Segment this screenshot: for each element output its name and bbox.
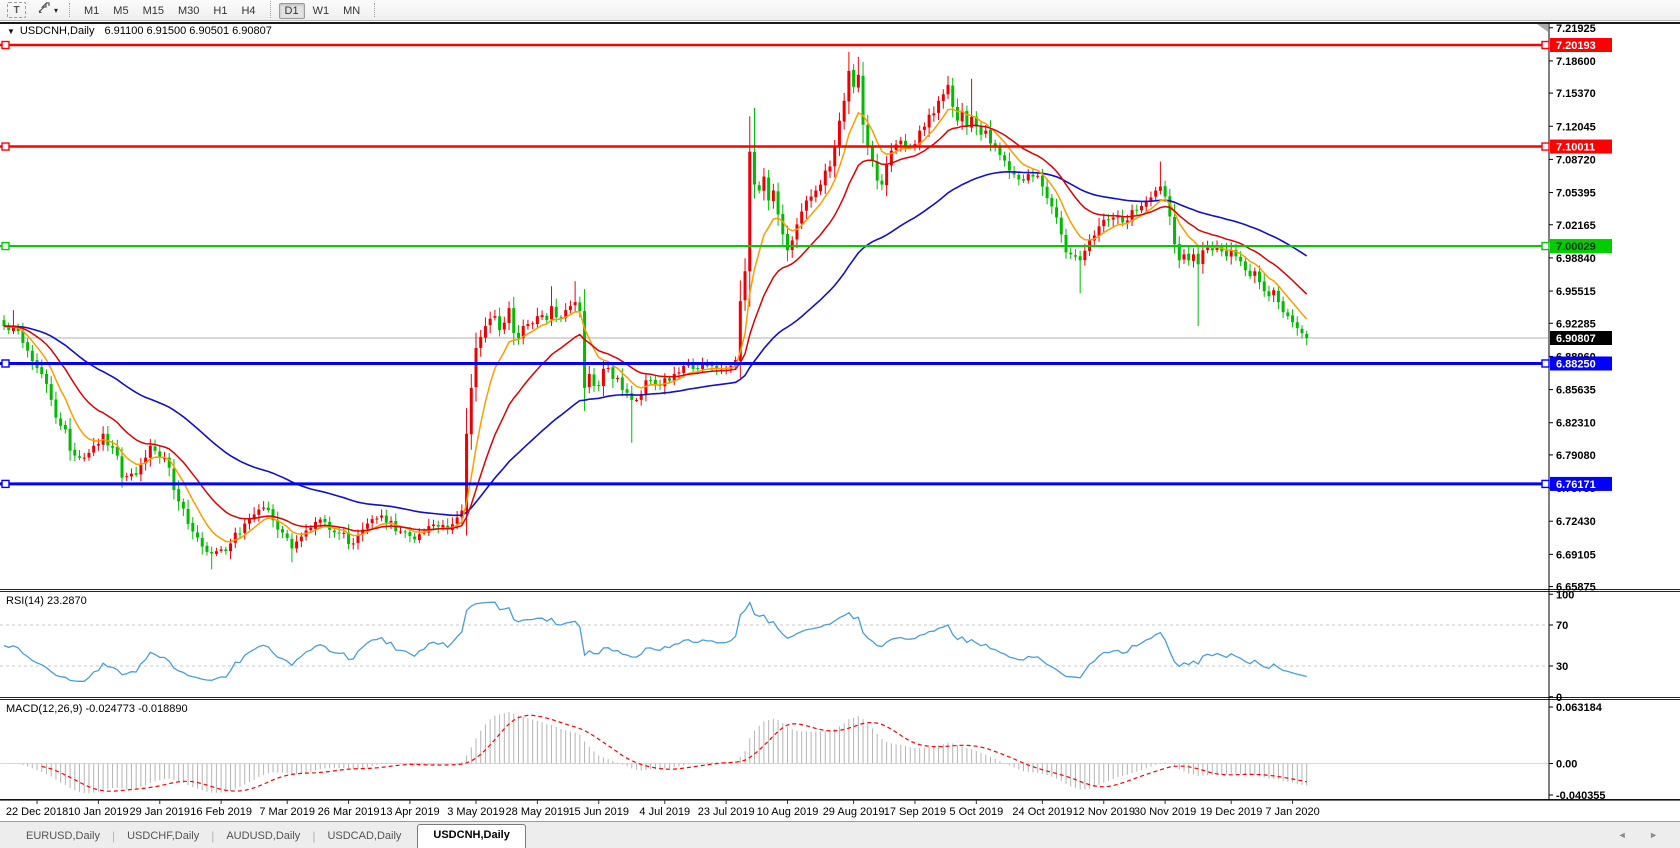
date-label: 29 Jan 2019 [129,806,190,818]
svg-text:100: 100 [1556,589,1574,601]
date-label: 10 Aug 2019 [757,806,819,818]
svg-text:70: 70 [1556,620,1568,632]
timeframe-button-mn[interactable]: MN [343,5,361,17]
timeframe-button-h1[interactable]: H1 [213,5,228,17]
date-label: 26 Mar 2019 [318,806,380,818]
toolbar-separator [269,1,271,18]
svg-text:6.72430: 6.72430 [1556,516,1596,528]
svg-text:7.15370: 7.15370 [1556,88,1596,100]
date-label: 3 May 2019 [447,806,504,818]
hline-handle[interactable] [1,241,10,251]
tab-scroll-left-icon[interactable]: ◄ [1617,830,1637,840]
svg-text:-0.040355: -0.040355 [1556,790,1606,802]
hline-handle[interactable] [1541,479,1550,489]
timeframe-button-d1[interactable]: D1 [278,3,305,19]
svg-text:7.00029: 7.00029 [1556,241,1596,253]
svg-text:7.02165: 7.02165 [1556,220,1596,232]
date-label: 15 Jun 2019 [568,806,629,818]
date-label: 29 Aug 2019 [823,806,885,818]
date-label: 28 May 2019 [506,806,570,818]
svg-text:6.92285: 6.92285 [1556,318,1596,330]
tab-separator: | [312,829,316,843]
svg-text:7.12045: 7.12045 [1556,121,1596,133]
date-label: 23 Jul 2019 [698,806,755,818]
chart-title: ▼ USDCNH,Daily 6.91100 6.91500 6.90501 6… [7,25,272,37]
svg-text:7.08720: 7.08720 [1556,154,1596,166]
svg-text:7.10011: 7.10011 [1556,142,1595,154]
cursor-tool-icon [37,1,51,19]
date-label: 24 Oct 2019 [1012,806,1072,818]
date-label: 30 Nov 2019 [1134,806,1196,818]
hline-handle[interactable] [1541,241,1550,251]
toolbar-separator [374,3,376,17]
toolbar-separator [69,3,71,17]
svg-text:6.82310: 6.82310 [1556,418,1596,430]
timeframe-buttons: M1 M5 M15 M30 H1 H4 D1 W1 MN [77,1,367,19]
tab-usdcad-daily[interactable]: USDCAD,Daily [327,830,402,842]
toolbar: T ▾ M1 M5 M15 M30 H1 H4 D1 W1 MN [0,0,1680,21]
svg-text:6.85635: 6.85635 [1556,385,1596,397]
timeframe-button-m5[interactable]: M5 [113,5,129,17]
tab-separator: | [111,829,116,843]
date-label: 16 Feb 2019 [190,806,252,818]
timeframe-button-m30[interactable]: M30 [177,5,200,17]
date-label: 19 Dec 2019 [1200,806,1262,818]
cursor-tool-button[interactable]: ▾ [33,1,62,19]
macd-label: MACD(12,26,9) -0.024773 -0.018890 [6,703,188,715]
date-label: 17 Sep 2019 [884,806,946,818]
svg-text:6.95515: 6.95515 [1556,286,1596,298]
svg-text:7.05395: 7.05395 [1556,188,1596,200]
symbol-label: USDCNH,Daily [19,25,95,37]
hline-handle[interactable] [1541,359,1550,368]
date-label: 5 Oct 2019 [949,806,1003,818]
ohlc-values: 6.91100 6.91500 6.90501 6.90807 [104,25,272,37]
svg-text:6.88250: 6.88250 [1556,358,1596,370]
chevron-down-icon: ▾ [54,5,59,15]
date-label: 12 Nov 2019 [1073,806,1135,818]
collapse-arrow-icon[interactable]: ▼ [7,26,15,36]
hline-handle[interactable] [1541,40,1550,50]
tab-scroll-arrows: ◄ ► [1618,830,1668,840]
svg-text:0.00: 0.00 [1556,759,1577,771]
timeframe-button-m1[interactable]: M1 [84,5,100,17]
tab-audusd-daily[interactable]: AUDUSD,Daily [226,830,301,842]
svg-text:6.65875: 6.65875 [1556,582,1596,594]
svg-text:7.18600: 7.18600 [1556,56,1596,68]
date-label: 7 Mar 2019 [259,806,315,818]
hline-handle[interactable] [1541,142,1550,151]
date-label: 7 Jan 2020 [1265,806,1319,818]
hline-handle[interactable] [1,359,10,368]
tab-usdchf-daily[interactable]: USDCHF,Daily [127,830,200,842]
svg-text:30: 30 [1556,661,1568,673]
text-tool-button[interactable]: T [7,2,26,18]
svg-text:6.76171: 6.76171 [1556,479,1596,491]
svg-text:6.69105: 6.69105 [1556,549,1596,561]
chart-canvas[interactable]: 7.21925 7.18600 7.15370 7.12045 7.08720 7.053… [0,0,1680,824]
svg-text:7.20193: 7.20193 [1556,40,1596,52]
hline-handle[interactable] [1,479,10,489]
svg-text:6.98840: 6.98840 [1556,253,1596,265]
date-label: 13 Apr 2019 [380,806,439,818]
tab-separator: | [211,829,215,843]
tab-usdcnh-daily[interactable]: USDCNH,Daily [417,824,526,848]
date-label: 10 Jan 2019 [68,806,129,818]
hline-handle[interactable] [1,142,10,151]
svg-text:0.063184: 0.063184 [1556,702,1603,714]
timeframe-button-m15[interactable]: M15 [142,5,164,17]
rsi-label: RSI(14) 23.2870 [6,595,87,607]
tab-scroll-right-icon[interactable]: ► [1649,830,1668,840]
tab-bar: EURUSD,Daily | USDCHF,Daily | AUDUSD,Daily | U… [0,821,1680,848]
svg-text:0: 0 [1556,692,1562,704]
hline-handle[interactable] [1,40,10,50]
date-label: 4 Jul 2019 [639,806,690,818]
timeframe-button-w1[interactable]: W1 [312,5,330,17]
svg-text:7.21925: 7.21925 [1556,23,1596,35]
svg-text:6.79080: 6.79080 [1556,450,1596,462]
date-label: 22 Dec 2018 [6,806,68,818]
timeframe-button-h4[interactable]: H4 [241,5,256,17]
tab-eurusd-daily[interactable]: EURUSD,Daily [26,830,100,842]
svg-text:6.90807: 6.90807 [1556,333,1596,345]
